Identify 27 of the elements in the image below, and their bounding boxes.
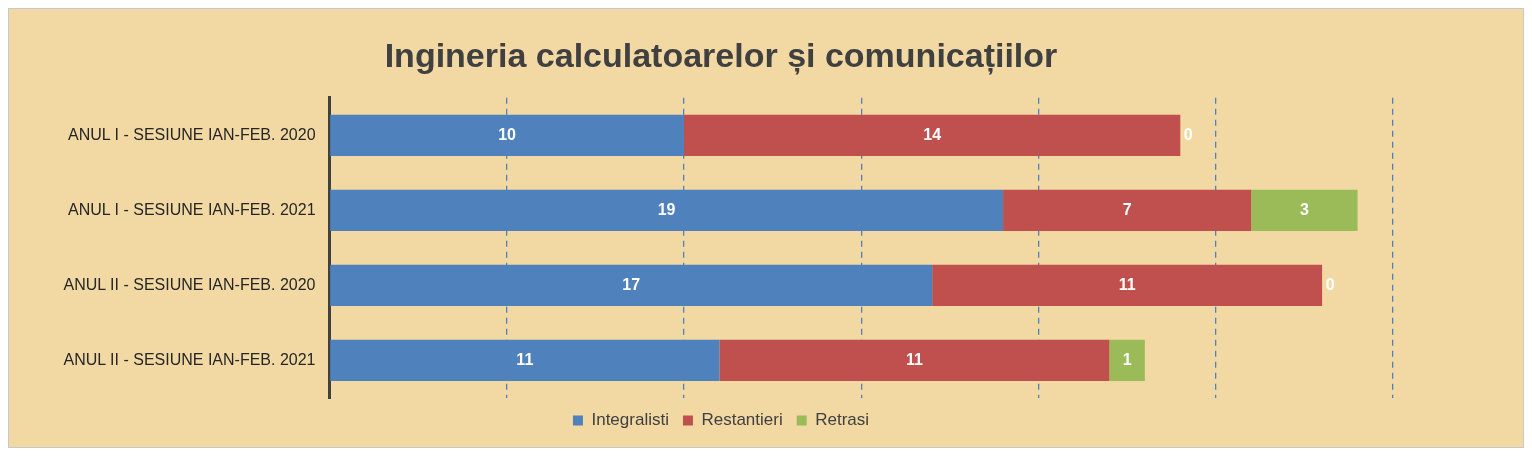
data-label: 10 xyxy=(498,125,517,143)
bar xyxy=(719,339,1110,382)
data-label: 19 xyxy=(657,200,676,218)
chart-title: Ingineria calculatoarelor și comunicațiilor xyxy=(384,35,1058,75)
data-label: 1 xyxy=(1122,350,1132,368)
legend-label: Retrasi xyxy=(815,410,870,430)
data-label: 14 xyxy=(923,125,942,143)
y-tick-label: ANUL I - SESIUNE IAN-FEB. 2021 xyxy=(68,200,316,218)
y-tick-label: ANUL I - SESIUNE IAN-FEB. 2020 xyxy=(68,125,316,143)
y-tick-label: ANUL II - SESIUNE IAN-FEB. 2020 xyxy=(63,275,316,293)
bar xyxy=(1109,339,1145,382)
data-label: 3 xyxy=(1299,200,1309,218)
bar xyxy=(1251,189,1358,232)
data-label: 17 xyxy=(622,275,641,293)
bar xyxy=(684,114,1181,156)
data-label: 7 xyxy=(1122,200,1132,218)
bar xyxy=(932,264,1323,307)
legend-label: Integralisti xyxy=(591,410,669,430)
data-label: 0 xyxy=(1325,275,1335,293)
bar xyxy=(330,339,720,382)
data-label: 0 xyxy=(1183,125,1193,143)
data-label: 11 xyxy=(905,350,923,368)
data-label: 11 xyxy=(1118,275,1136,293)
bar xyxy=(1003,189,1252,232)
legend-label: Restantieri xyxy=(701,410,783,430)
data-label: 11 xyxy=(516,350,534,368)
y-tick-label: ANUL II - SESIUNE IAN-FEB. 2021 xyxy=(63,350,316,368)
